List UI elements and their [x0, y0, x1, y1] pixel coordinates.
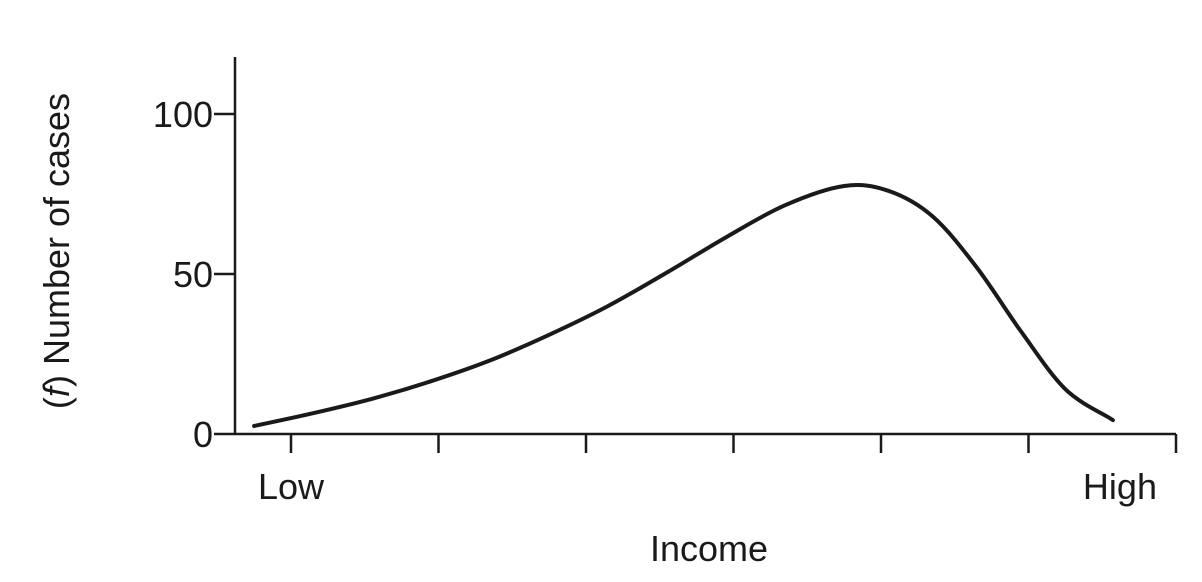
y-axis-title-rest: ) Number of cases — [36, 93, 77, 387]
x-ticks — [289, 434, 1178, 453]
y-ticks: 0 50 100 — [153, 94, 235, 455]
y-tick-label: 50 — [173, 254, 213, 295]
y-axis-title-open: ( — [36, 397, 77, 409]
y-axis-title: (f) Number of cases — [36, 93, 77, 409]
y-tick-label: 100 — [153, 94, 213, 135]
plot-area — [252, 183, 1115, 428]
x-axis-title: Income — [650, 528, 768, 569]
y-tick-label: 0 — [193, 414, 213, 455]
income-curve — [252, 183, 1115, 428]
x-tick-label-high: High — [1083, 466, 1157, 507]
axes — [233, 57, 1176, 436]
x-tick-label-low: Low — [258, 466, 325, 507]
